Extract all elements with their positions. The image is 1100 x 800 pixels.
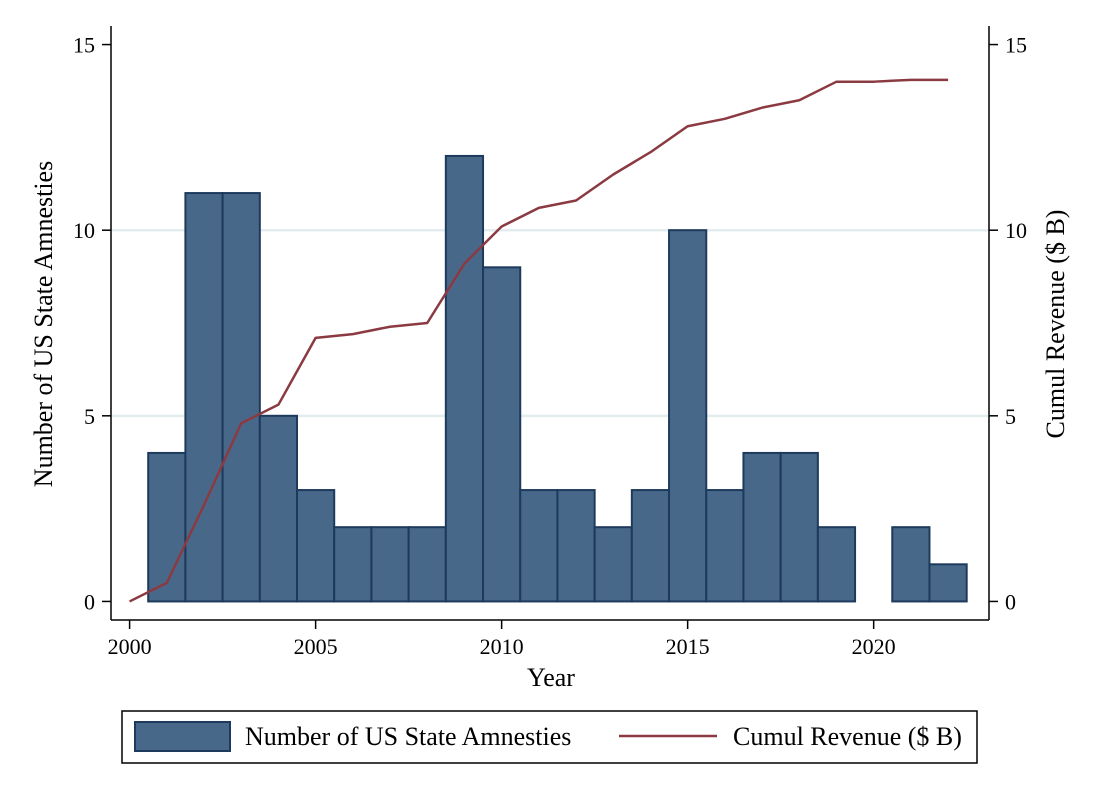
left-y-tick-label-10: 10: [73, 218, 95, 243]
bar-2004: [258, 414, 299, 603]
left-y-axis-title: Number of US State Amnesties: [29, 161, 58, 487]
right-y-tick-label-5: 5: [1005, 404, 1016, 429]
bar-series: [147, 154, 968, 603]
left-y-tick-label-0: 0: [84, 589, 95, 614]
x-tick-label-2020: 2020: [852, 634, 896, 659]
legend-label-bars: Number of US State Amnesties: [245, 722, 571, 751]
legend-box: [121, 710, 978, 764]
bar-2018: [779, 451, 819, 603]
left-y-tick-label-15: 15: [73, 33, 95, 58]
bar-2012: [556, 489, 596, 603]
x-tick-label-2005: 2005: [294, 634, 338, 659]
cumulative-revenue-line: [129, 78, 949, 603]
bar-2014: [630, 489, 671, 603]
bar-2022: [928, 563, 968, 603]
right-y-tick-label-15: 15: [1005, 33, 1027, 58]
x-axis-title: Year: [527, 663, 575, 692]
bar-2017: [742, 451, 782, 603]
bar-2011: [519, 489, 559, 603]
bar-2016: [705, 489, 745, 603]
legend-label-line: Cumul Revenue ($ B): [733, 722, 962, 751]
bar-2010: [482, 266, 522, 603]
bar-2001: [147, 451, 187, 603]
bar-2013: [593, 526, 633, 603]
legend-bar-swatch: [134, 721, 231, 752]
bar-2003: [221, 192, 261, 603]
x-tick-label-2000: 2000: [108, 634, 152, 659]
right-y-axis-title: Cumul Revenue ($ B): [1041, 210, 1070, 439]
left-y-tick-label-5: 5: [84, 404, 95, 429]
bar-2006: [333, 526, 373, 603]
bar-2015: [668, 229, 708, 603]
axes: 2000 2005 2010 2015 2020 0 5 10 15 0 5 10 15: [73, 26, 1027, 659]
bar-2009: [444, 154, 485, 603]
bar-2002: [184, 192, 224, 603]
x-tick-label-2015: 2015: [666, 634, 710, 659]
bar-2008: [407, 526, 447, 603]
bar-2019: [816, 526, 857, 603]
right-y-tick-label-0: 0: [1005, 589, 1016, 614]
x-tick-label-2010: 2010: [480, 634, 524, 659]
bar-2007: [370, 526, 410, 603]
right-y-tick-label-10: 10: [1005, 218, 1027, 243]
bar-2021: [891, 526, 931, 603]
line-series: [129, 78, 949, 603]
bar-2005: [296, 489, 336, 603]
legend: Number of US State Amnesties Cumul Reven…: [121, 710, 978, 764]
